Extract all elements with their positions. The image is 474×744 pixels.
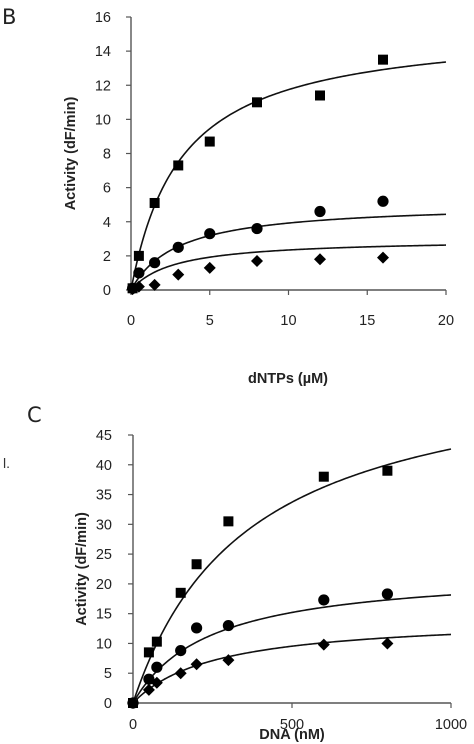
y-tick-label: 0 <box>103 283 111 299</box>
chart-panel-c: C 0 5 10 15 20 25 30 35 40 45 0 500 1000 Activity (dF… <box>27 403 467 743</box>
fit-curve-diamond <box>130 244 447 291</box>
data-point-diamond <box>148 278 161 291</box>
data-point-diamond <box>203 261 216 274</box>
panel-label-c: C <box>27 403 42 427</box>
panel-label-b: B <box>2 5 16 29</box>
data-point-square <box>173 160 184 171</box>
data-point-circle <box>172 241 184 253</box>
data-point-square <box>378 54 388 65</box>
data-point-diamond <box>150 676 163 689</box>
x-tick-label: 0 <box>127 313 135 329</box>
x-tick-label: 0 <box>129 717 137 733</box>
data-point-circle <box>133 267 145 279</box>
data-point-circle <box>191 622 203 634</box>
data-point-diamond <box>381 637 394 650</box>
fit-curve-circle <box>130 213 447 291</box>
y-tick-label: 25 <box>96 547 112 563</box>
x-axis-title: dNTPs (µM) <box>248 371 328 387</box>
y-tick-label: 0 <box>104 696 112 712</box>
data-point-circle <box>381 588 393 600</box>
fit-curve-square <box>130 61 447 291</box>
data-point-diamond <box>222 654 235 667</box>
data-point-circle <box>251 222 263 235</box>
cropped-margin-text: l. <box>3 455 10 471</box>
data-point-circle <box>222 619 234 632</box>
y-tick-label: 10 <box>96 636 112 652</box>
x-tick-label: 20 <box>438 313 454 329</box>
data-point-square <box>149 197 160 208</box>
data-point-square <box>191 559 202 570</box>
data-point-diamond <box>190 658 203 671</box>
y-tick-label: 6 <box>103 181 111 197</box>
y-tick-label: 4 <box>103 215 111 231</box>
y-tick-label: 20 <box>96 577 112 593</box>
data-point-square <box>204 136 215 147</box>
y-tick-label: 14 <box>95 44 111 60</box>
data-point-square <box>223 516 234 527</box>
x-tick-label: 1000 <box>435 717 467 733</box>
y-tick-label: 10 <box>95 112 111 128</box>
x-axis-title: DNA (nM) <box>259 727 325 743</box>
x-tick-label: 500 <box>280 717 304 733</box>
y-tick-label: 12 <box>95 78 111 94</box>
data-point-diamond <box>142 683 155 696</box>
data-point-diamond <box>377 251 389 264</box>
data-point-circle <box>318 594 330 606</box>
data-point-square <box>143 647 154 658</box>
y-tick-label: 40 <box>96 458 112 474</box>
data-point-circle <box>151 661 163 673</box>
data-point-diamond <box>251 254 263 267</box>
data-point-diamond <box>132 280 145 293</box>
data-point-square <box>133 250 144 261</box>
x-tick-label: 10 <box>280 313 296 329</box>
y-tick-label: 30 <box>96 517 112 533</box>
fit-curve-square <box>132 448 452 704</box>
y-tick-label: 35 <box>96 488 112 504</box>
data-point-square <box>175 587 186 598</box>
data-point-diamond <box>174 667 187 680</box>
y-axis-title: Activity (dF/min) <box>63 97 79 211</box>
data-point-square <box>252 97 262 108</box>
chart-panel-b: B 0 2 4 6 8 10 12 14 16 0 5 10 15 20 Activity (dF/min)… <box>2 5 454 387</box>
x-tick-label: 5 <box>206 313 214 329</box>
fit-curve-circle <box>132 594 452 704</box>
data-point-circle <box>149 257 161 269</box>
x-tick-label: 15 <box>359 313 375 329</box>
data-point-square <box>382 465 393 476</box>
data-point-circle <box>175 644 187 657</box>
data-point-circle <box>314 205 326 218</box>
data-point-diamond <box>127 697 139 709</box>
data-point-square <box>318 471 329 482</box>
data-point-square <box>315 90 325 101</box>
y-tick-label: 5 <box>104 666 112 682</box>
data-point-diamond <box>314 253 326 266</box>
data-point-circle <box>377 195 389 207</box>
y-tick-label: 8 <box>103 147 111 163</box>
data-point-diamond <box>172 268 185 281</box>
data-point-square <box>151 636 162 647</box>
fit-curve-diamond <box>132 633 452 704</box>
y-tick-label: 45 <box>96 428 112 444</box>
y-tick-label: 2 <box>103 249 111 265</box>
y-axis-title: Activity (dF/min) <box>74 512 90 626</box>
y-tick-label: 16 <box>95 10 111 26</box>
data-point-circle <box>204 228 216 240</box>
y-tick-label: 15 <box>96 607 112 623</box>
data-point-diamond <box>317 638 330 651</box>
